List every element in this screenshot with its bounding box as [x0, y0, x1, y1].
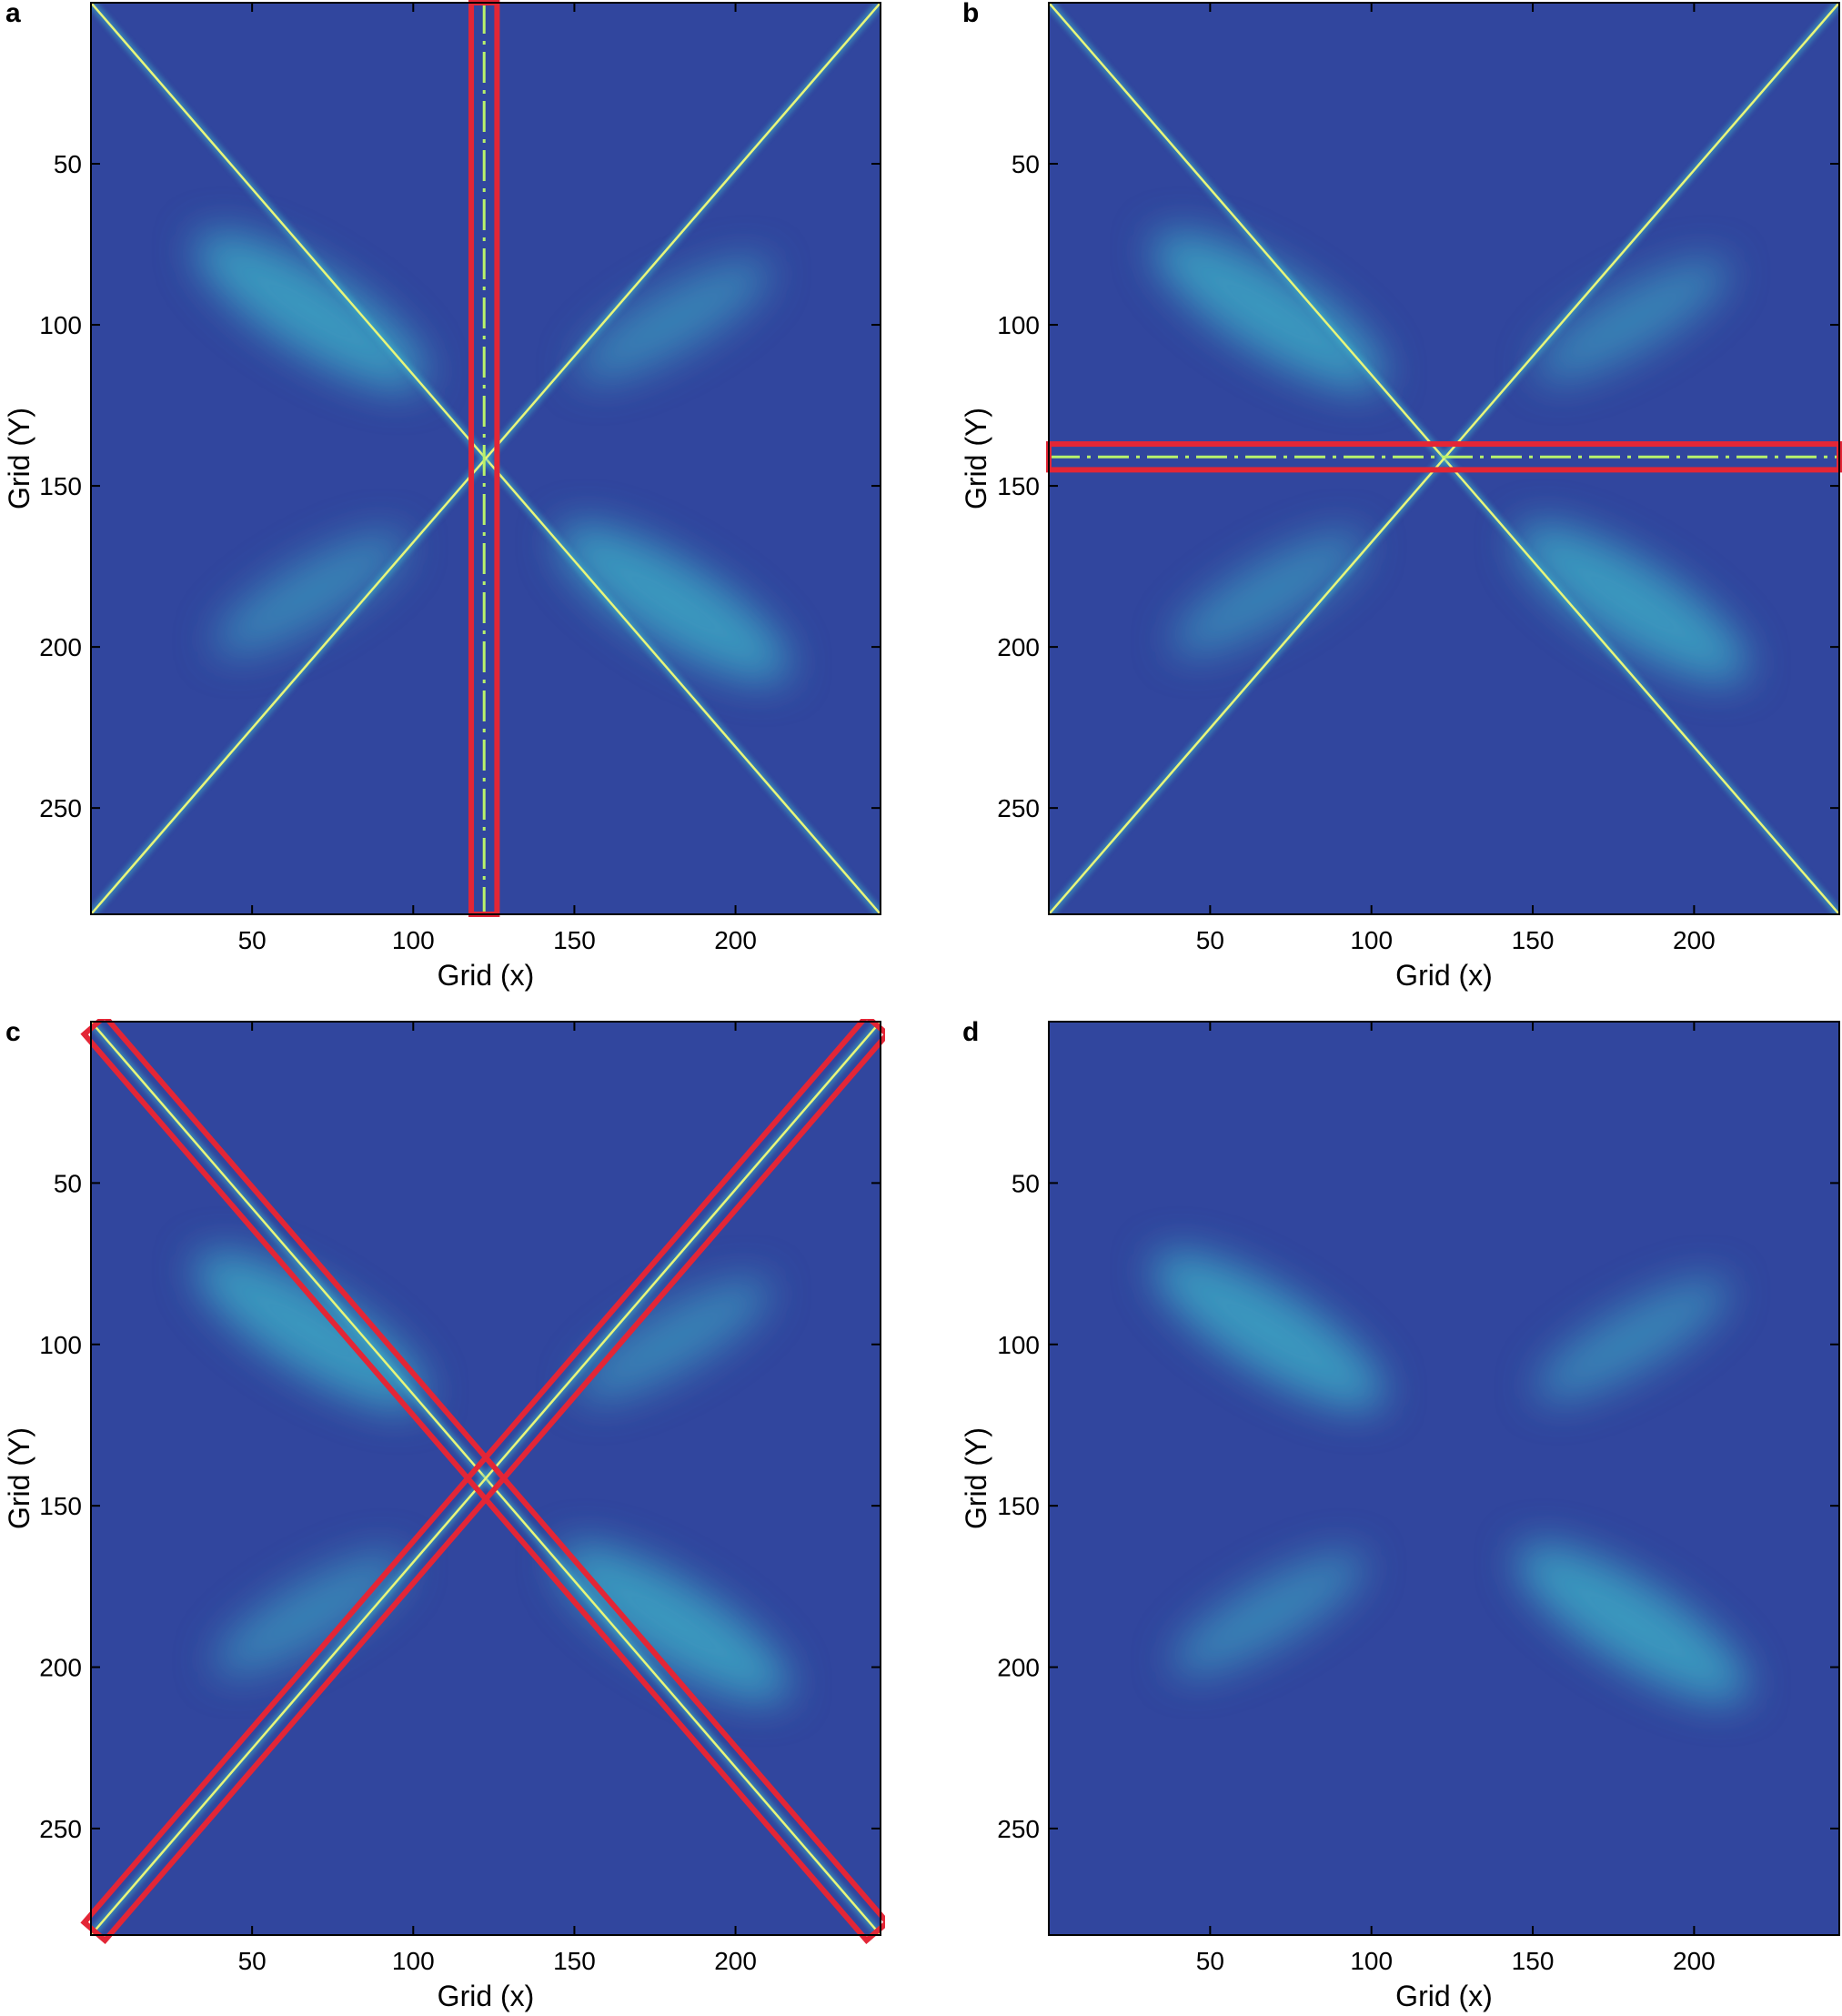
diffuse-lobe	[194, 1251, 427, 1410]
plot-frame	[1048, 2, 1840, 915]
diffuse-lobe	[576, 1277, 771, 1402]
trace-line	[91, 1022, 881, 1935]
panel-letter: a	[5, 0, 21, 28]
trace-line	[1049, 3, 1839, 914]
x-tick-label: 150	[1512, 1947, 1555, 1975]
x-tick-label: 150	[553, 926, 596, 954]
heatmap-chart: 50 100 150 200 50 100 150 200 250 Grid (x) Grid (Y…	[960, 2, 1842, 992]
plot-frame	[90, 2, 881, 915]
panel-d: d 50 100 150 200 50 100 150 200 250 Grid (x) Grid …	[957, 1017, 1842, 2016]
y-tick-label: 250	[997, 794, 1040, 822]
diffuse-lobe	[1535, 257, 1730, 382]
panel-letter: d	[962, 1017, 980, 1047]
y-tick-label: 100	[39, 311, 82, 339]
diffuse-lobe	[576, 258, 771, 382]
diagonal-traces	[91, 1022, 881, 1935]
x-tick-label: 50	[238, 1947, 267, 1975]
diffuse-lobe	[213, 1551, 408, 1676]
y-tick-label: 100	[39, 1331, 82, 1359]
y-tick-label: 150	[39, 472, 82, 500]
panel-letter: b	[962, 0, 980, 28]
y-tick-label: 200	[997, 633, 1040, 661]
diffuse-lobes	[194, 1251, 790, 1702]
diffuse-lobe	[194, 231, 427, 390]
diagonal-traces	[91, 3, 881, 914]
x-tick-label: 150	[1512, 926, 1555, 954]
y-tick-label: 100	[997, 1331, 1040, 1359]
plot-area	[1152, 1251, 1748, 1703]
y-tick-label: 150	[997, 1492, 1040, 1520]
x-axis-label: Grid (x)	[438, 959, 535, 992]
diffuse-lobes	[194, 231, 790, 682]
plot-frame	[1048, 1021, 1840, 1936]
x-tick-label: 150	[553, 1947, 596, 1975]
diffuse-lobe	[1515, 523, 1748, 682]
y-tick-label: 200	[39, 1654, 82, 1682]
panel-c: c 50 100 150 200 50 100 150 200 250 Grid (x) Grid …	[0, 1017, 885, 2016]
panel-b: b 50 100 150 200 50 100 150 200 250 Grid (x) Grid …	[957, 0, 1842, 997]
y-axis-label: Grid (Y)	[3, 1427, 35, 1529]
diffuse-lobe	[213, 531, 408, 656]
x-axis-label: Grid (x)	[1395, 959, 1493, 992]
plot-background	[1049, 1022, 1839, 1935]
y-tick-label: 50	[54, 1169, 82, 1197]
heatmap-chart: 50 100 150 200 50 100 150 200 250 Grid (x) Grid (Y…	[960, 1021, 1840, 2012]
y-tick-label: 250	[997, 1815, 1040, 1843]
diffuse-lobes	[1153, 231, 1748, 682]
x-tick-label: 50	[1196, 926, 1224, 954]
x-tick-label: 200	[1673, 926, 1716, 954]
diffuse-lobe	[1171, 1551, 1366, 1676]
heatmap-chart: 50 100 150 200 50 100 150 200 250 Grid (x) Grid (Y…	[3, 1019, 885, 2012]
y-tick-label: 250	[39, 1815, 82, 1843]
y-tick-label: 150	[39, 1492, 82, 1520]
y-tick-label: 50	[54, 150, 82, 178]
x-tick-label: 50	[1196, 1947, 1224, 1975]
diffuse-lobe	[1171, 531, 1366, 656]
panel-a: a 50 100 150 200 50 100 150 200 250 Grid (x) Grid …	[0, 0, 885, 997]
x-tick-label: 200	[714, 926, 757, 954]
diffuse-lobe	[1153, 231, 1385, 391]
y-tick-label: 150	[997, 472, 1040, 500]
panel-letter: c	[5, 1017, 21, 1047]
x-tick-label: 50	[238, 926, 267, 954]
x-tick-label: 100	[1350, 926, 1393, 954]
y-axis-label: Grid (Y)	[960, 408, 992, 509]
diffuse-lobes	[1152, 1251, 1748, 1703]
y-tick-label: 250	[39, 794, 82, 822]
diagonal-traces	[1049, 3, 1839, 914]
x-tick-label: 100	[392, 1947, 435, 1975]
diffuse-lobe	[1152, 1251, 1385, 1410]
heatmap-chart: 50 100 150 200 50 100 150 200 250 Grid (x) Grid (Y…	[3, 0, 881, 992]
x-tick-label: 200	[714, 1947, 757, 1975]
y-tick-label: 200	[997, 1654, 1040, 1682]
diffuse-lobe	[1535, 1277, 1730, 1402]
plot-area	[91, 1022, 881, 1935]
y-axis-label: Grid (Y)	[960, 1427, 992, 1529]
y-tick-label: 50	[1012, 1169, 1040, 1197]
trace-line	[91, 3, 881, 914]
diffuse-lobe	[558, 523, 790, 682]
plot-area	[1049, 3, 1839, 914]
plot-frame	[90, 1021, 881, 1936]
y-tick-label: 50	[1012, 150, 1040, 178]
y-tick-label: 100	[997, 311, 1040, 339]
x-tick-label: 100	[1350, 1947, 1393, 1975]
y-tick-label: 200	[39, 633, 82, 661]
x-tick-label: 100	[392, 926, 435, 954]
x-tick-label: 200	[1673, 1947, 1716, 1975]
diffuse-lobe	[558, 1543, 790, 1702]
plot-area	[91, 3, 881, 914]
x-axis-label: Grid (x)	[1395, 1980, 1493, 2012]
y-axis-label: Grid (Y)	[3, 408, 35, 509]
diffuse-lobe	[1515, 1543, 1748, 1703]
x-axis-label: Grid (x)	[438, 1980, 535, 2012]
